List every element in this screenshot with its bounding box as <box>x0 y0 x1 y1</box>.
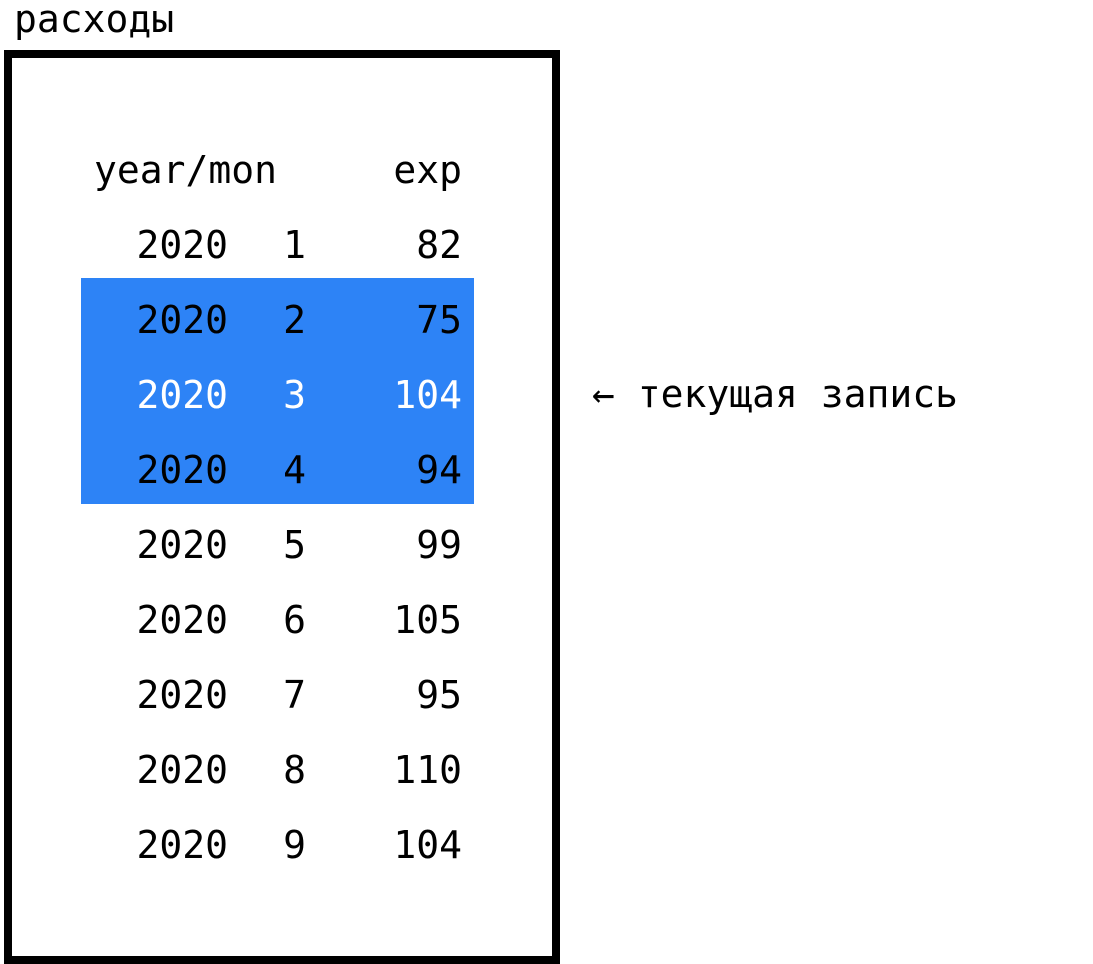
table-title: расходы <box>14 0 174 44</box>
cell-year: 2020 <box>94 745 228 795</box>
cell-year: 2020 <box>94 520 228 570</box>
cell-exp: 82 <box>344 220 462 270</box>
cell-mon: 8 <box>254 745 306 795</box>
cell-mon: 4 <box>254 445 306 495</box>
cell-exp: 110 <box>344 745 462 795</box>
cell-exp: 104 <box>344 820 462 870</box>
header-exp: exp <box>344 145 462 195</box>
cell-mon: 2 <box>254 295 306 345</box>
header-yearmon: year/mon <box>94 145 304 195</box>
cell-exp: 95 <box>344 670 462 720</box>
cell-mon: 6 <box>254 595 306 645</box>
cell-year: 2020 <box>94 295 228 345</box>
cell-year: 2020 <box>94 370 228 420</box>
current-record-annotation: ← текущая запись <box>592 369 958 419</box>
cell-exp: 104 <box>344 370 462 420</box>
cell-exp: 94 <box>344 445 462 495</box>
cell-exp: 105 <box>344 595 462 645</box>
cell-year: 2020 <box>94 670 228 720</box>
cell-year: 2020 <box>94 445 228 495</box>
cell-mon: 5 <box>254 520 306 570</box>
cell-mon: 9 <box>254 820 306 870</box>
cell-year: 2020 <box>94 595 228 645</box>
cell-exp: 75 <box>344 295 462 345</box>
cell-mon: 3 <box>254 370 306 420</box>
cell-mon: 1 <box>254 220 306 270</box>
cell-exp: 99 <box>344 520 462 570</box>
cell-mon: 7 <box>254 670 306 720</box>
cell-year: 2020 <box>94 820 228 870</box>
cell-year: 2020 <box>94 220 228 270</box>
